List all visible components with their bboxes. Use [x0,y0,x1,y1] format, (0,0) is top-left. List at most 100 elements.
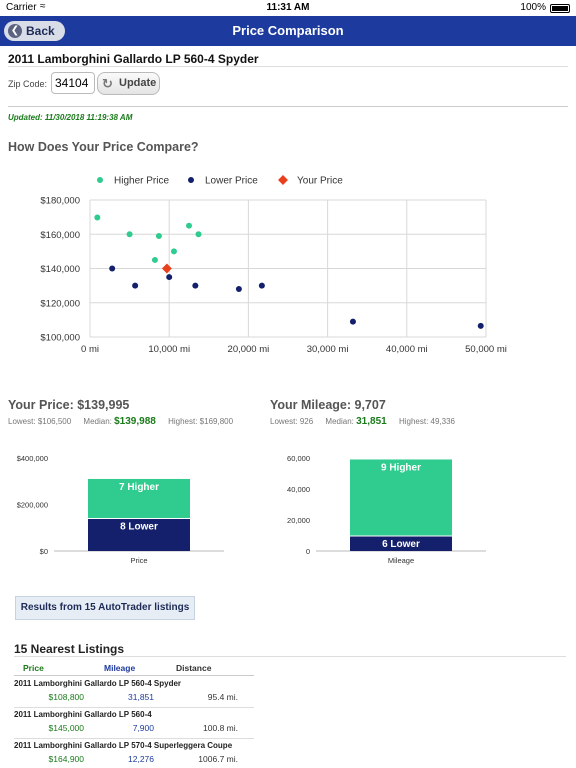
nearest-listings-heading: 15 Nearest Listings [14,642,125,656]
listing-name: 2011 Lamborghini Gallardo LP 570-4 Super… [14,741,233,750]
price-highest-label: Highest: [168,417,198,426]
listing-distance: 100.8 mi. [203,723,238,733]
data-point [349,318,356,325]
listing-mileage: 31,851 [128,692,154,702]
legend-marker [97,177,103,183]
data-point [195,231,202,238]
listing-price: $108,800 [48,692,84,702]
listing-price: $164,900 [48,754,84,764]
mileage-column-header[interactable]: Mileage [104,663,136,673]
divider [8,66,568,67]
back-button[interactable]: ❮ Back [4,21,65,41]
data-point [166,274,173,281]
data-point [94,214,101,221]
y-tick-label: 0 [306,547,310,556]
zip-label: Zip Code: [8,79,48,89]
legend-marker [278,175,288,185]
bar-segment-higher [88,478,190,519]
price-stats: Lowest: $106,500 Median: $139,988 Highes… [8,416,243,427]
y-tick-label: 60,000 [287,454,310,463]
divider [14,707,254,708]
data-point-your-price [161,263,172,274]
listing-price: $145,000 [48,723,84,733]
nav-bar: ❮ Back Price Comparison [0,16,576,46]
data-point [186,222,192,229]
listing-row[interactable]: 2011 Lamborghini Gallardo LP 560-4 Spyde… [14,676,254,708]
listing-name: 2011 Lamborghini Gallardo LP 560-4 [14,710,152,719]
data-point [170,248,177,255]
price-lowest-value: $106,500 [37,417,72,426]
updated-timestamp: Updated: 11/30/2018 11:19:38 AM [8,113,133,122]
x-tick-label: 10,000 mi [148,344,190,355]
y-tick-label: $200,000 [17,501,48,510]
y-tick-label: $180,000 [40,196,80,207]
x-tick-label: 0 mi [81,344,99,355]
price-median-value: $139,988 [114,416,156,427]
price-mileage-scatter-chart: Higher Price Lower Price Your Price 0 mi 10… [40,175,507,355]
distance-column-header[interactable]: Distance [176,663,212,673]
y-tick-label: $400,000 [17,454,48,463]
category-label: Mileage [388,556,414,565]
bar-label-higher: 7 Higher [119,482,159,493]
mileage-median-label: Median: [325,417,354,426]
price-median-label: Median: [83,417,112,426]
data-point [235,286,242,293]
compare-heading: How Does Your Price Compare? [8,140,199,154]
y-tick-label: $160,000 [40,230,80,241]
price-highest-value: $169,800 [199,417,234,426]
mileage-stats: Lowest: 926 Median: 31,851 Highest: 49,3… [270,416,465,427]
bar-label-higher: 9 Higher [381,462,421,473]
y-tick-label: $140,000 [40,264,80,275]
listing-row[interactable]: 2011 Lamborghini Gallardo LP 570-4 Super… [14,738,254,768]
price-column-header[interactable]: Price [23,663,44,673]
legend-label: Lower Price [205,176,258,187]
your-mileage-heading: Your Mileage: 9,707 [270,398,386,412]
data-point [258,282,265,289]
results-button[interactable]: Results from 15 AutoTrader listings [15,596,195,620]
listing-row[interactable]: 2011 Lamborghini Gallardo LP 560-4 $145,… [14,707,254,739]
wifi-icon: ≈ [40,1,46,12]
divider [14,738,254,739]
update-label: Update [119,77,157,89]
y-tick-label: $0 [40,547,48,556]
bar-segment-higher [350,459,452,536]
y-tick-label: $100,000 [40,333,80,344]
status-bar: Carrier ≈ 11:31 AM 100% [0,0,576,16]
divider [8,106,568,107]
y-tick-label: 40,000 [287,485,310,494]
data-point [126,231,133,238]
update-button[interactable]: ↻ Update [97,72,160,95]
data-point [192,282,199,289]
mileage-highest-value: 49,336 [430,417,455,426]
category-label: Price [130,556,147,565]
battery-percent: 100% [520,2,546,13]
zip-input[interactable]: 34104 [51,72,95,94]
bar-label-lower: 8 Lower [120,521,158,532]
carrier-label: Carrier [6,2,37,13]
mileage-median-value: 31,851 [356,416,387,427]
legend-label: Your Price [297,176,343,187]
mileage-lowest-value: 926 [299,417,314,426]
legend-label: Higher Price [114,176,169,187]
listing-name: 2011 Lamborghini Gallardo LP 560-4 Spyde… [14,679,182,688]
divider [14,656,566,657]
x-tick-label: 50,000 mi [465,344,507,355]
back-label: Back [26,24,55,38]
x-tick-label: 40,000 mi [386,344,428,355]
x-tick-label: 20,000 mi [228,344,270,355]
mileage-lowest-label: Lowest: [270,417,298,426]
x-tick-label: 30,000 mi [307,344,349,355]
listing-distance: 1006.7 mi. [198,754,238,764]
divider [14,675,254,676]
price-lowest-label: Lowest: [8,417,36,426]
data-point [109,265,116,272]
data-point [155,232,162,239]
data-point [132,282,139,289]
y-tick-label: $120,000 [40,298,80,309]
listing-mileage: 12,276 [128,754,154,764]
data-point [151,256,158,263]
data-point [477,322,484,329]
chevron-left-icon: ❮ [8,24,22,38]
vehicle-title: 2011 Lamborghini Gallardo LP 560-4 Spyde… [8,52,259,66]
your-price-heading: Your Price: $139,995 [8,398,130,412]
